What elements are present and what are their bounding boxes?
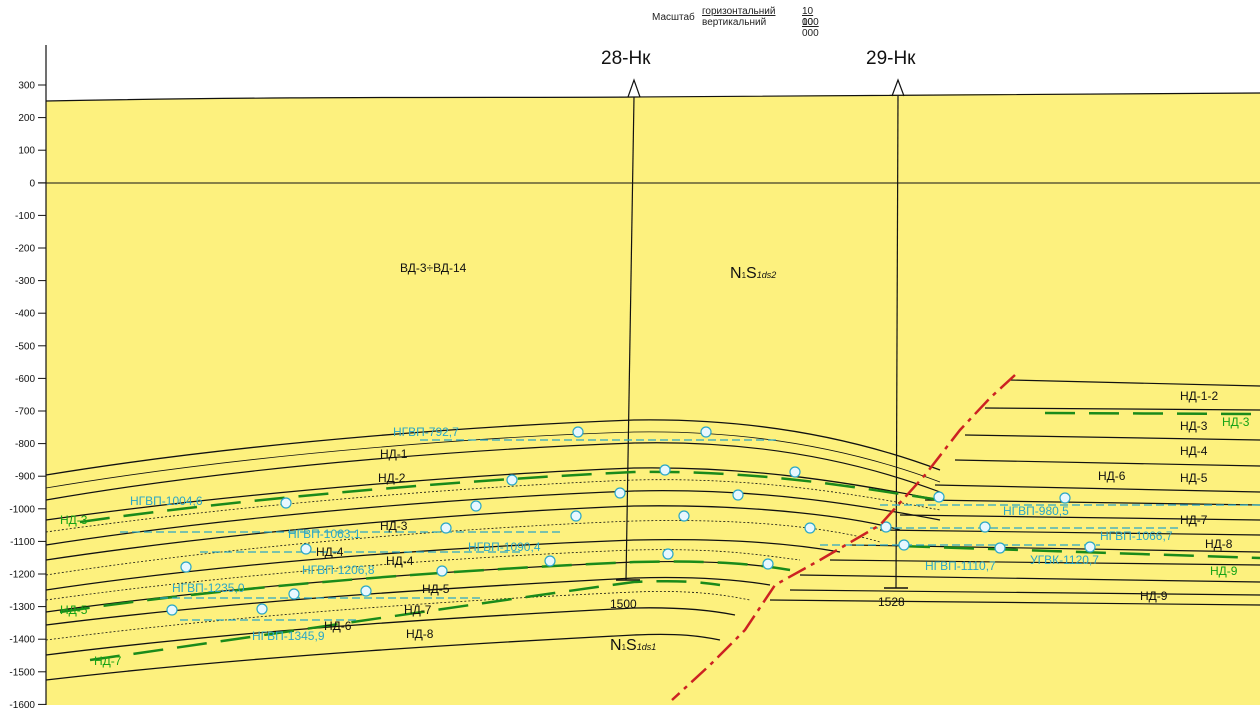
well-29-bottom-label: 1528 [878,595,905,609]
fault-line [671,374,1016,701]
well-symbols [166,426,1096,616]
depth-tick-label: -1500 [9,667,35,678]
contact-label: НГВП-1063,1 [288,527,361,541]
depth-tick-label: -800 [15,439,35,450]
contact-label: НГВП-1004,6 [130,494,203,508]
depth-tick-label: -1600 [9,700,35,711]
horizon-label: НД-7 [404,603,432,617]
well-28-bottom-label: 1500 [610,597,637,611]
horizon-label: НД-3 [1180,419,1208,433]
rock-body [46,93,1260,705]
horizon-label: НД-8 [406,627,434,641]
depth-tick-label: 200 [18,113,35,124]
horizon-label: НД-5 [1180,471,1208,485]
contact-label: НГВП-980,5 [1003,504,1069,518]
depth-tick-label: -700 [15,407,35,418]
scale-vertical-label: вертикальний [702,17,767,28]
horizon-label: НД-9 [1140,589,1168,603]
formation-lower: N1S1ds1 [610,637,656,654]
horizon-label: НД-6 [1098,469,1126,483]
depth-tick-label: -1200 [9,570,35,581]
reservoir-label: НД-7 [94,654,122,668]
reservoir-label: НД-9 [1210,564,1238,578]
gas-water-contacts [120,439,1260,621]
well-29-nk [884,78,908,589]
reservoir-label: НД-3 [60,513,88,527]
depth-tick-label: -100 [15,211,35,222]
scale-label: Масштаб [652,12,695,23]
scale-horizontal-value: 10 000 [802,6,819,28]
depth-tick-label: 100 [18,146,35,157]
horizon-label: НД-4 [1180,444,1208,458]
contact-label: НГВП-1345,9 [252,629,325,643]
well-28-nk [616,78,641,581]
depth-tick-label: -1300 [9,602,35,613]
contact-label: НГВП-792,7 [393,425,459,439]
contact-label: УГВК-1120,7 [1030,553,1099,567]
formation-upper-left: ВД-3÷ВД-14 [400,261,467,275]
reservoir-label: НД-3 [1222,415,1250,429]
well-29-name: 29-Нк [866,48,916,69]
horizon-label: НД-4 [316,545,344,559]
depth-tick-label: -600 [15,374,35,385]
horizon-label: НД-4 [386,554,414,568]
depth-tick-label: -1000 [9,504,35,515]
depth-tick-label: -900 [15,472,35,483]
depth-tick-label: -1400 [9,635,35,646]
horizon-label: НД-5 [422,582,450,596]
well-28-name: 28-Нк [601,48,651,69]
depth-tick-label: -200 [15,244,35,255]
horizon-label: НД-8 [1205,537,1233,551]
scale-horizontal-label: горизонтальний [702,6,776,17]
depth-tick-label: -1100 [10,537,35,548]
depth-tick-label: -500 [15,341,35,352]
reservoir-label: НД-5 [60,603,88,617]
contact-label: НГВП-1110,7 [925,559,996,573]
contact-label: НГВП-1206,8 [302,563,375,577]
horizon-label: НД-2 [378,471,406,485]
depth-tick-label: -400 [15,309,35,320]
horizon-label: НД-7 [1180,513,1208,527]
horizon-label: НД-6 [324,619,352,633]
horizon-label: НД-1 [380,447,408,461]
formation-upper-right: N1S1ds2 [730,265,776,282]
contact-label: НГВП-1235,0 [172,581,245,595]
reservoir-markers [59,411,1260,662]
depth-tick-label: -300 [15,276,35,287]
scale-vertical-value: 10 000 [802,17,819,39]
contact-label: НГВП-1066,7 [1100,529,1173,543]
horizon-label: НД-3 [380,519,408,533]
depth-axis-ticks: 300 200 100 0 -100 -200 -300 -400 -500 -600 -700 -8… [9,81,46,711]
depth-tick-label: 300 [18,81,35,92]
depth-tick-label: 0 [29,178,35,189]
horizon-label: НД-1-2 [1180,389,1218,403]
contact-label: НГВП-1090,4 [468,540,541,554]
